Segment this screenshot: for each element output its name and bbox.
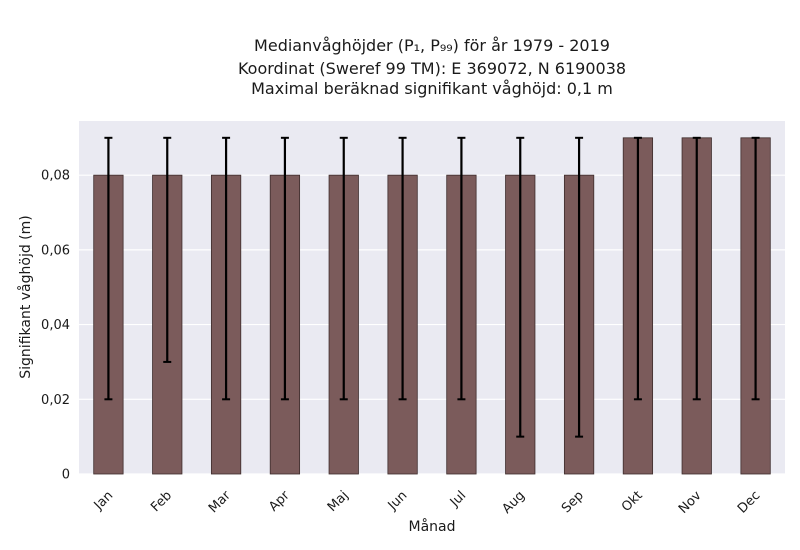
y-axis-ticks: 0 0,02 0,04 0,06 0,08: [41, 169, 70, 483]
error-bar: [280, 136, 289, 401]
y-tick-label: 0,06: [41, 243, 70, 258]
title-line-1: Medianvåghöjder (P₁, P₉₉) för år 1979 - …: [254, 36, 610, 55]
x-tick-label: Feb: [148, 488, 175, 515]
y-tick-label: 0,04: [41, 318, 70, 333]
y-tick-label: 0: [62, 468, 70, 483]
gridlines: [79, 174, 785, 475]
x-tick-label: Dec: [735, 488, 763, 516]
error-bar: [457, 136, 466, 401]
error-bar: [516, 136, 525, 438]
error-bar: [104, 136, 113, 401]
x-axis-label: Månad: [409, 518, 456, 535]
x-tick-label: Okt: [619, 488, 646, 515]
x-tick-label: Nov: [676, 488, 705, 517]
bars: [93, 137, 771, 475]
y-axis-label: Signifikant våghöjd (m): [17, 215, 34, 378]
x-tick-label: Jan: [91, 488, 116, 513]
x-axis-ticks: Jan Feb Mar Apr Maj Jun Jul Aug Sep Okt Nov Dec: [91, 488, 764, 517]
x-tick-label: Maj: [325, 488, 352, 515]
error-bar: [339, 136, 348, 401]
error-bar: [633, 136, 642, 401]
error-bars: [104, 136, 760, 438]
y-tick-label: 0,08: [41, 169, 70, 184]
plot-area: [79, 121, 785, 474]
chart-title: Medianvåghöjder (P₁, P₉₉) för år 1979 - …: [238, 36, 626, 98]
error-bar: [398, 136, 407, 401]
x-tick-label: Jul: [447, 488, 469, 510]
x-tick-label: Aug: [500, 488, 529, 517]
error-bar: [163, 136, 172, 363]
title-line-3: Maximal beräknad signifikant våghöjd: 0,…: [251, 79, 613, 98]
error-bar: [575, 136, 584, 438]
x-tick-label: Jun: [385, 488, 411, 514]
title-line-2: Koordinat (Sweref 99 TM): E 369072, N 61…: [238, 59, 626, 78]
error-bar: [692, 136, 701, 401]
x-tick-label: Mar: [206, 488, 234, 516]
error-bar: [751, 136, 760, 401]
y-tick-label: 0,02: [41, 393, 70, 408]
error-bar: [222, 136, 231, 401]
x-tick-label: Sep: [559, 488, 587, 516]
x-tick-label: Apr: [266, 488, 293, 515]
